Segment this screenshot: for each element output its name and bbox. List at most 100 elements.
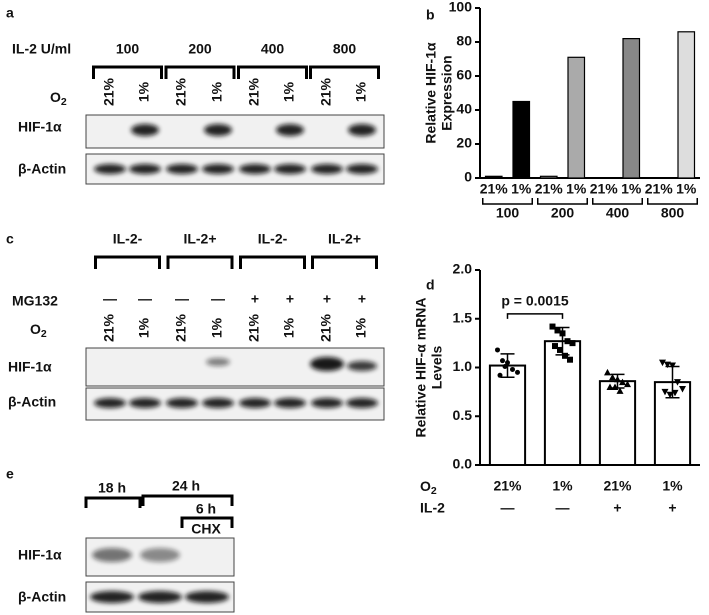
band xyxy=(274,398,306,408)
blot xyxy=(85,114,385,149)
row2-value: + xyxy=(613,500,621,516)
lane-label: 1% xyxy=(353,81,369,102)
data-point xyxy=(614,375,621,383)
y-axis-label: Levels xyxy=(429,345,445,389)
lane-label: 1% xyxy=(281,317,297,338)
band xyxy=(90,591,134,603)
y-tick-label: 2.0 xyxy=(453,261,473,277)
x-tick-label: 21% xyxy=(493,478,522,494)
lane-label: 1% xyxy=(209,81,225,102)
significance-bracket xyxy=(506,313,564,319)
panel-label: d xyxy=(426,277,435,293)
data-point xyxy=(609,373,616,381)
x-tick-label: 1% xyxy=(552,478,573,494)
dose: 100 xyxy=(116,41,140,57)
data-point xyxy=(671,389,679,397)
row-label: IL-2 xyxy=(420,500,445,516)
group-label: IL-2- xyxy=(258,231,288,247)
lane-label: 1% xyxy=(353,317,369,338)
mg-sign: + xyxy=(323,291,331,307)
dose: 400 xyxy=(261,41,285,57)
mg-sign: — xyxy=(103,291,117,307)
panel-label: e xyxy=(6,466,14,482)
band xyxy=(140,548,180,562)
band xyxy=(239,164,271,174)
data-point xyxy=(661,388,669,396)
y-axis-label: Relative HIF-1α xyxy=(423,42,439,144)
o2-text: O xyxy=(50,89,61,105)
band xyxy=(166,164,198,174)
data-point xyxy=(669,362,676,370)
row-label: HIF-1α xyxy=(18,547,62,563)
data-point xyxy=(510,366,515,372)
bar xyxy=(512,100,531,179)
bar xyxy=(598,380,637,466)
band xyxy=(94,398,126,408)
group-bracket xyxy=(537,198,588,205)
mg-sign: — xyxy=(211,291,225,307)
row-label: HIF-1α xyxy=(18,119,62,135)
x-tick-label: 1% xyxy=(566,181,587,197)
band xyxy=(204,124,232,136)
group-label: 800 xyxy=(661,205,685,221)
panel-label: c xyxy=(6,231,14,247)
bracket xyxy=(92,65,163,79)
o2-text: O xyxy=(30,321,41,337)
annotation: p = 0.0015 xyxy=(501,293,569,309)
lane-label: 21% xyxy=(318,313,334,342)
band xyxy=(346,164,378,174)
bracket xyxy=(180,516,234,528)
mg-sign: + xyxy=(358,291,366,307)
bracket xyxy=(239,255,306,269)
lane-label: 1% xyxy=(136,317,152,338)
band xyxy=(348,124,376,136)
o2-label: O2 xyxy=(30,321,47,340)
data-point xyxy=(606,383,614,390)
group-bracket xyxy=(592,198,643,205)
dose: 800 xyxy=(333,41,357,57)
lane-label: 1% xyxy=(209,317,225,338)
data-point xyxy=(554,327,561,334)
lane-label: 1% xyxy=(281,81,297,102)
band xyxy=(347,361,377,371)
x-tick-label: 21% xyxy=(645,181,674,197)
lane-label: 21% xyxy=(246,77,262,106)
data-point xyxy=(611,383,619,390)
bracket xyxy=(311,255,378,269)
bar xyxy=(543,340,582,466)
o2-subscript: 2 xyxy=(61,96,67,108)
y-tick-label: 1.5 xyxy=(453,309,473,325)
bracket xyxy=(94,255,161,269)
y-tick-label: 100 xyxy=(449,0,473,15)
lane-label: 21% xyxy=(101,313,117,342)
x-tick-label: 21% xyxy=(590,181,619,197)
time-label: 18 h xyxy=(98,480,126,496)
group-label: 100 xyxy=(496,205,520,221)
data-point xyxy=(624,380,631,388)
bar xyxy=(677,31,696,179)
band xyxy=(202,398,234,408)
o2-subscript: 2 xyxy=(431,485,437,497)
row2-value: + xyxy=(668,500,676,516)
treatment-label: CHX xyxy=(191,521,221,537)
y-tick-label: 60 xyxy=(456,67,472,83)
band xyxy=(311,164,343,174)
bar xyxy=(653,381,692,466)
x-tick-label: 21% xyxy=(535,181,564,197)
bar xyxy=(622,37,641,179)
band xyxy=(346,398,378,408)
data-point xyxy=(497,372,503,378)
band xyxy=(239,398,271,408)
bracket xyxy=(84,496,142,508)
row2-value: — xyxy=(501,500,515,516)
group-bracket xyxy=(482,198,533,205)
band xyxy=(129,164,161,174)
row-label: HIF-1α xyxy=(8,359,52,375)
lane-label: 1% xyxy=(136,81,152,102)
data-point xyxy=(515,369,520,375)
bracket xyxy=(164,65,236,79)
data-point xyxy=(674,379,681,386)
row-label: β-Actin xyxy=(8,394,56,410)
bracket xyxy=(166,255,234,269)
